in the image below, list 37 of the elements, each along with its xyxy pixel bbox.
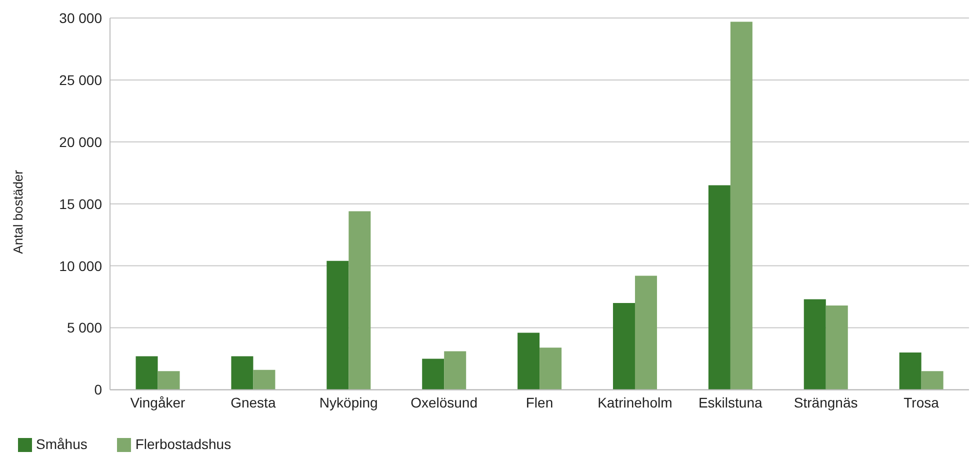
legend-label: Flerbostadshus [135,436,232,452]
y-axis-title: Antal bostäder [10,169,26,254]
bar [708,185,730,390]
bar [158,371,180,390]
y-tick-label: 0 [94,382,102,398]
x-tick-label: Flen [526,394,554,411]
bar [826,305,848,390]
bar [518,332,540,390]
bar [804,299,826,390]
x-tick-label: Oxelösund [410,394,478,411]
bar [540,348,562,390]
x-tick-label: Eskilstuna [698,394,763,411]
x-tick-label: Trosa [904,394,940,411]
x-tick-label: Gnesta [230,394,276,411]
y-tick-label: 30 000 [59,10,102,26]
x-tick-label: Katrineholm [598,394,672,411]
bar [253,370,276,390]
bar [136,356,158,390]
legend-label: Småhus [36,436,88,452]
y-tick-label: 20 000 [59,134,102,150]
bar [231,356,254,390]
x-tick-label: Vingåker [130,394,186,411]
bar [612,302,635,390]
bar [444,351,466,390]
bar [348,211,371,390]
y-tick-label: 25 000 [59,72,102,88]
y-tick-label: 5 000 [66,320,102,336]
bar [899,352,922,390]
x-tick-label: Strängnäs [794,394,858,411]
bar [921,371,944,390]
bar [730,22,752,390]
bar [326,260,349,390]
bar [634,276,657,390]
y-tick-label: 15 000 [59,196,102,212]
y-tick-label: 10 000 [59,258,102,274]
x-tick-label: Nyköping [319,394,378,411]
bar [422,358,444,390]
